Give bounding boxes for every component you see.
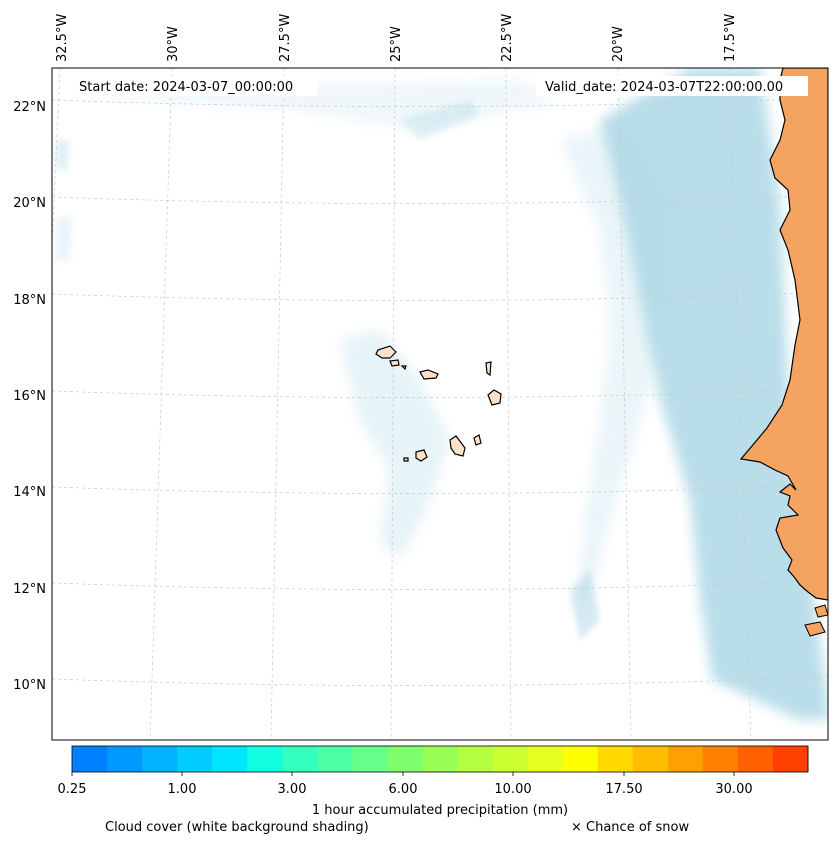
- colorbar-ticks: [71, 772, 735, 776]
- colorbar-swatch: [247, 746, 283, 772]
- colorbar-swatch: [527, 746, 564, 772]
- island-santiago: [449, 435, 466, 457]
- colorbar-tick-label: 30.00: [715, 782, 752, 797]
- map-frame: [51, 67, 829, 741]
- cloud-cover-legend: Cloud cover (white background shading): [105, 820, 369, 835]
- island-boa-vista: [487, 389, 502, 406]
- island-fogo: [415, 449, 428, 462]
- colorbar-swatch: [667, 746, 704, 772]
- colorbar-swatch: [737, 746, 774, 772]
- colorbar-swatch: [387, 746, 423, 772]
- lon-label: 32.5°W: [55, 14, 70, 62]
- colorbar-tick-labels: 0.25 1.00 3.00 6.00 10.00 17.50 30.00: [58, 782, 753, 797]
- bijagos-islands: [804, 604, 828, 637]
- valid-date-box: [536, 76, 808, 96]
- latitude-labels: 22°N 20°N 18°N 16°N 14°N 12°N 10°N: [13, 100, 46, 693]
- lat-label: 16°N: [13, 389, 46, 404]
- colorbar-swatch: [72, 746, 108, 772]
- colorbar-tick-label: 3.00: [278, 782, 307, 797]
- colorbar-swatch: [772, 746, 809, 772]
- lon-label: 20°W: [611, 26, 626, 62]
- colorbar-swatch: [177, 746, 213, 772]
- colorbar-tick-label: 0.25: [58, 782, 87, 797]
- colorbar-swatch: [142, 746, 178, 772]
- lat-label: 14°N: [13, 485, 46, 500]
- colorbar-swatch: [107, 746, 143, 772]
- longitude-labels: 32.5°W 30°W 27.5°W 25°W 22.5°W 20°W 17.5…: [55, 14, 738, 62]
- snow-legend: × Chance of snow: [571, 820, 689, 835]
- colorbar-title: 1 hour accumulated precipitation (mm): [312, 803, 568, 818]
- lon-label: 17.5°W: [723, 14, 738, 62]
- lat-label: 20°N: [13, 196, 46, 211]
- colorbar-tick-label: 10.00: [494, 782, 531, 797]
- mainland-africa: [739, 68, 828, 601]
- lat-label: 22°N: [13, 100, 46, 115]
- colorbar-swatch: [562, 746, 599, 772]
- lon-label: 27.5°W: [278, 14, 293, 62]
- colorbar-swatch: [492, 746, 529, 772]
- colorbar-swatch: [457, 746, 494, 772]
- colorbar-swatch: [212, 746, 248, 772]
- start-date-box: [70, 76, 318, 96]
- island-sal: [485, 361, 492, 377]
- lat-label: 18°N: [13, 293, 46, 308]
- colorbar-swatch: [702, 746, 739, 772]
- island-maio: [473, 434, 482, 446]
- colorbar-swatch: [597, 746, 634, 772]
- colorbar-tick-label: 6.00: [389, 782, 418, 797]
- island-santo-antao: [375, 345, 397, 359]
- colorbar-tick-label: 17.50: [605, 782, 642, 797]
- island-sao-nicolau: [419, 369, 439, 380]
- island-sao-vicente: [389, 359, 400, 367]
- island-brava: [403, 457, 409, 462]
- lon-label: 25°W: [389, 26, 404, 62]
- colorbar-swatch: [352, 746, 388, 772]
- lat-label: 10°N: [13, 678, 46, 693]
- lon-label: 30°W: [166, 26, 181, 62]
- colorbar-swatch: [317, 746, 353, 772]
- cape-verde-islands: [375, 345, 502, 462]
- colorbar: [72, 746, 809, 772]
- valid-date-label: Valid_date: 2024-03-07T22:00:00.00: [545, 80, 783, 95]
- colorbar-tick-label: 1.00: [168, 782, 197, 797]
- colorbar-swatch: [282, 746, 318, 772]
- colorbar-swatch: [632, 746, 669, 772]
- lon-label: 22.5°W: [500, 14, 515, 62]
- start-date-label: Start date: 2024-03-07_00:00:00: [79, 80, 293, 95]
- graticule: [52, 68, 828, 740]
- lat-label: 12°N: [13, 582, 46, 597]
- colorbar-frame: [71, 745, 809, 773]
- island-santa-luzia: [400, 365, 407, 371]
- colorbar-swatch: [422, 746, 459, 772]
- cloud-cover-shading: [55, 68, 828, 720]
